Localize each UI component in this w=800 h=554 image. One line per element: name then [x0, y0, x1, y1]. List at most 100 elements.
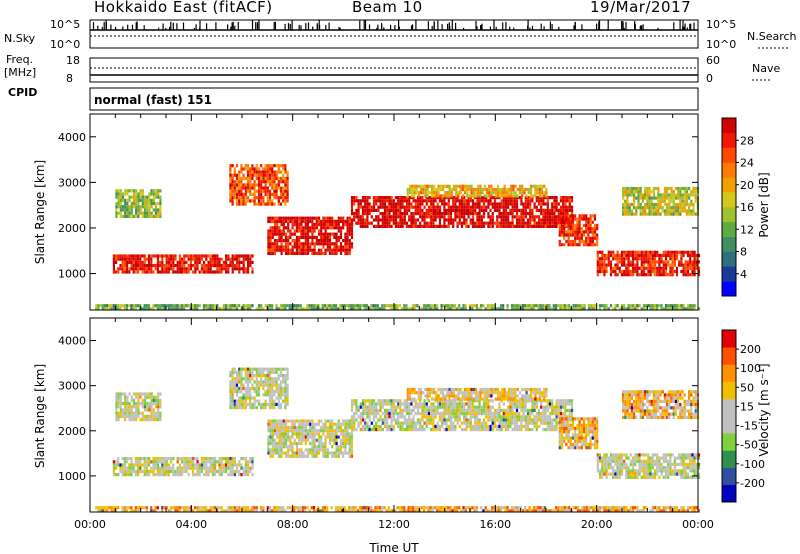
power-echo-cell	[436, 202, 439, 206]
power-echo-cell	[445, 224, 448, 228]
power-echo-cell	[231, 257, 234, 261]
power-echo-cell	[532, 307, 536, 311]
power-echo-cell	[557, 304, 560, 308]
power-echo-cell	[472, 191, 475, 195]
power-echo-cell	[156, 270, 159, 274]
power-echo-cell	[115, 195, 118, 199]
velocity-echo-cell	[366, 399, 369, 403]
power-echo-cell	[691, 269, 694, 274]
velocity-echo-cell	[377, 418, 380, 422]
power-echo-cell	[636, 269, 639, 274]
power-echo-cell	[279, 202, 283, 206]
power-echo-cell	[394, 218, 398, 222]
power-echo-cell	[273, 180, 276, 184]
power-echo-cell	[476, 224, 479, 228]
velocity-echo-cell	[388, 408, 391, 412]
velocity-echo-cell	[238, 374, 241, 378]
power-echo-cell	[612, 307, 615, 311]
velocity-echo-cell	[282, 432, 285, 436]
power-echo-cell	[501, 194, 504, 198]
power-echo-cell	[115, 211, 118, 215]
power-echo-cell	[291, 219, 294, 223]
power-echo-cell	[135, 214, 138, 218]
power-echo-cell	[214, 270, 217, 274]
velocity-echo-cell	[247, 463, 250, 467]
power-echo-cell	[328, 248, 332, 252]
power-echo-cell	[137, 205, 140, 209]
power-echo-cell	[496, 187, 500, 192]
power-echo-cell	[366, 215, 369, 219]
velocity-echo-cell	[231, 367, 234, 371]
power-echo-cell	[130, 267, 133, 271]
power-echo-cell	[346, 219, 349, 223]
power-echo-cell	[126, 270, 129, 274]
power-echo-cell	[330, 304, 333, 308]
power-echo-cell	[458, 202, 461, 206]
power-echo-cell	[379, 224, 382, 228]
power-echo-cell	[428, 184, 431, 188]
power-echo-cell	[277, 202, 280, 206]
velocity-echo-cell	[220, 460, 223, 464]
power-echo-cell	[128, 270, 131, 274]
velocity-echo-cell	[183, 457, 186, 461]
velocity-echo-cell	[189, 460, 192, 464]
power-echo-cell	[496, 202, 499, 206]
velocity-echo-cell	[119, 463, 122, 467]
power-echo-cell	[172, 254, 175, 258]
velocity-echo-cell	[361, 418, 365, 422]
power-echo-cell	[640, 253, 643, 258]
power-echo-cell	[567, 236, 570, 240]
power-echo-cell	[376, 304, 379, 308]
power-echo-cell	[339, 229, 343, 233]
power-echo-cell	[646, 212, 649, 216]
velocity-echo-cell	[117, 473, 120, 477]
power-echo-cell	[518, 218, 521, 222]
power-echo-cell	[474, 208, 477, 212]
power-echo-cell	[664, 260, 668, 264]
power-echo-cell	[618, 269, 621, 274]
velocity-echo-cell	[229, 399, 232, 403]
power-echo-cell	[216, 307, 219, 311]
power-echo-cell	[117, 257, 120, 261]
power-echo-cell	[185, 267, 188, 271]
velocity-echo-cell	[350, 454, 354, 458]
power-echo-cell	[655, 196, 658, 200]
velocity-echo-cell	[198, 463, 201, 467]
power-echo-cell	[582, 230, 586, 234]
power-echo-cell	[289, 229, 292, 233]
velocity-echo-cell	[126, 402, 129, 406]
power-echo-cell	[649, 266, 652, 270]
power-echo-cell	[247, 264, 250, 268]
power-echo-cell	[361, 208, 365, 212]
power-echo-cell	[236, 264, 239, 268]
power-echo-cell	[284, 226, 288, 230]
power-echo-cell	[542, 212, 545, 216]
power-echo-cell	[291, 223, 294, 227]
power-echo-cell	[530, 304, 533, 308]
power-echo-cell	[522, 221, 525, 225]
power-echo-cell	[348, 304, 351, 308]
power-echo-cell	[664, 269, 668, 274]
power-echo-cell	[638, 266, 641, 270]
power-echo-cell	[311, 251, 314, 255]
power-echo-cell	[535, 215, 538, 219]
power-echo-cell	[443, 202, 446, 206]
power-colorbar-tick-label: 28	[740, 134, 754, 147]
velocity-echo-cell	[357, 408, 360, 412]
power-echo-cell	[483, 187, 486, 192]
power-echo-cell	[644, 193, 647, 197]
power-echo-cell	[309, 248, 312, 252]
power-echo-cell	[535, 208, 538, 212]
velocity-echo-cell	[192, 473, 195, 477]
power-echo-cell	[515, 218, 519, 222]
velocity-echo-cell	[163, 466, 166, 470]
power-echo-cell	[353, 202, 356, 206]
power-echo-cell	[174, 304, 177, 308]
power-echo-cell	[478, 205, 481, 209]
power-echo-cell	[350, 202, 354, 206]
power-echo-cell	[331, 248, 334, 252]
power-echo-cell	[295, 226, 299, 230]
power-echo-cell	[603, 307, 606, 311]
power-echo-cell	[668, 212, 671, 216]
power-echo-cell	[609, 263, 613, 267]
